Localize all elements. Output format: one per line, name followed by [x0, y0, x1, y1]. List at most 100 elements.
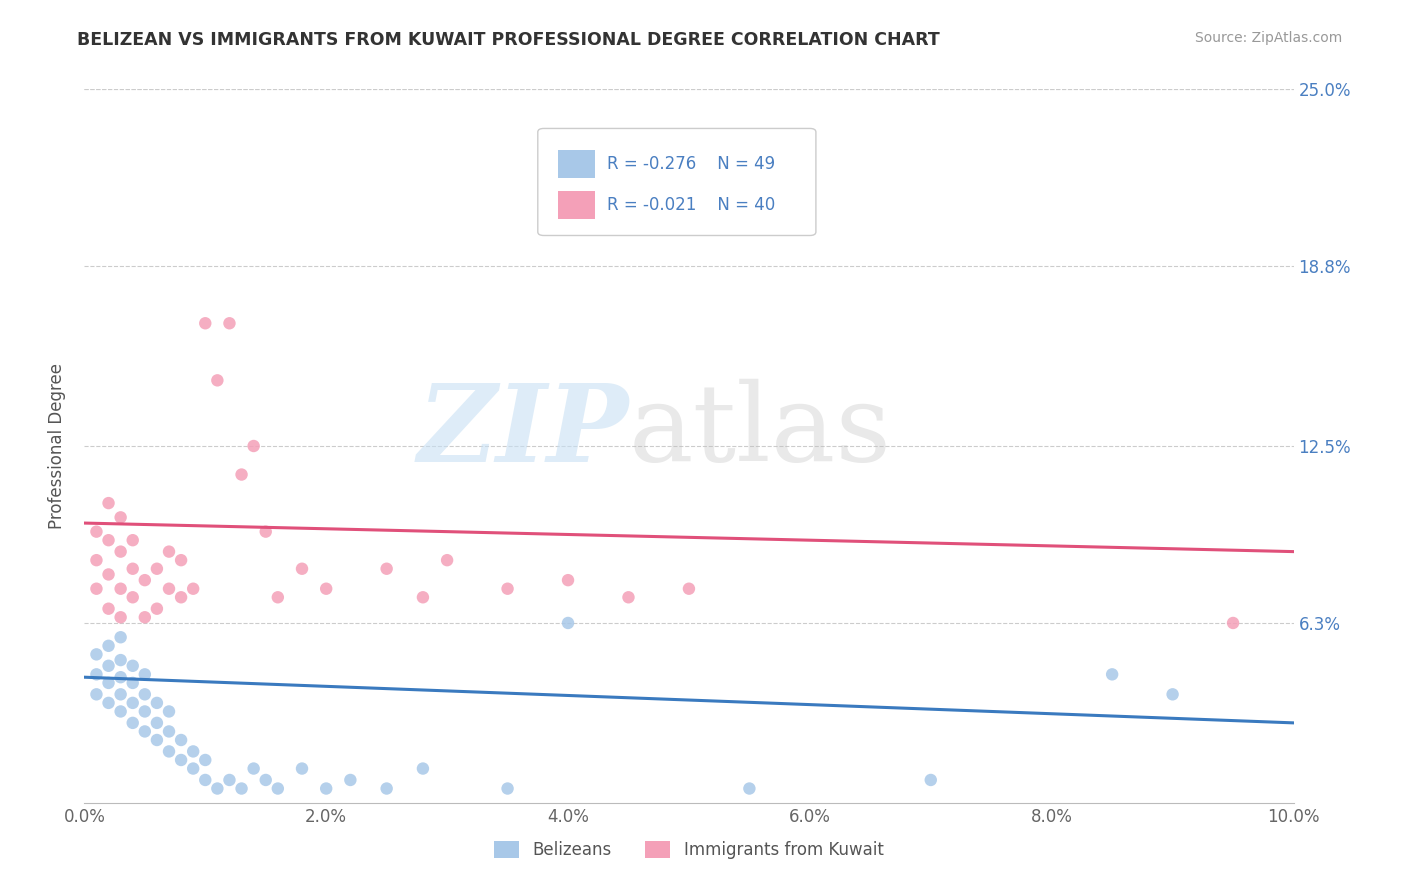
- Point: [86, 582, 108, 596]
- Point: [134, 687, 156, 701]
- Point: [110, 610, 132, 624]
- Y-axis label: Professional Degree: Professional Degree: [48, 363, 66, 529]
- Point: [146, 696, 169, 710]
- Point: [97, 639, 120, 653]
- Point: [375, 781, 398, 796]
- Point: [1161, 687, 1184, 701]
- Point: [110, 653, 132, 667]
- Point: [121, 676, 143, 690]
- Point: [339, 772, 361, 787]
- Point: [678, 582, 700, 596]
- Point: [170, 553, 193, 567]
- Point: [181, 582, 204, 596]
- Point: [86, 648, 108, 662]
- Point: [110, 582, 132, 596]
- Point: [170, 591, 193, 605]
- Text: R = -0.276    N = 49: R = -0.276 N = 49: [607, 155, 775, 173]
- Point: [194, 316, 217, 330]
- Point: [242, 439, 264, 453]
- Point: [86, 687, 108, 701]
- Point: [121, 562, 143, 576]
- Point: [1101, 667, 1123, 681]
- Point: [207, 373, 229, 387]
- Point: [86, 524, 108, 539]
- Point: [146, 733, 169, 747]
- Point: [242, 762, 264, 776]
- FancyBboxPatch shape: [538, 128, 815, 235]
- Point: [157, 744, 180, 758]
- Point: [97, 658, 120, 673]
- Point: [207, 781, 229, 796]
- Point: [267, 781, 290, 796]
- Point: [194, 772, 217, 787]
- Point: [146, 601, 169, 615]
- Point: [557, 573, 579, 587]
- Point: [496, 781, 519, 796]
- Point: [291, 762, 314, 776]
- Point: [375, 562, 398, 576]
- Point: [97, 696, 120, 710]
- Point: [121, 696, 143, 710]
- Point: [110, 544, 132, 558]
- Point: [557, 615, 579, 630]
- Point: [157, 582, 180, 596]
- Point: [110, 670, 132, 684]
- Point: [97, 567, 120, 582]
- Point: [181, 744, 204, 758]
- Text: Source: ZipAtlas.com: Source: ZipAtlas.com: [1195, 31, 1343, 45]
- Point: [121, 591, 143, 605]
- Point: [134, 610, 156, 624]
- Point: [412, 762, 434, 776]
- Text: BELIZEAN VS IMMIGRANTS FROM KUWAIT PROFESSIONAL DEGREE CORRELATION CHART: BELIZEAN VS IMMIGRANTS FROM KUWAIT PROFE…: [77, 31, 941, 49]
- Point: [291, 562, 314, 576]
- Point: [121, 658, 143, 673]
- Legend: Belizeans, Immigrants from Kuwait: Belizeans, Immigrants from Kuwait: [488, 834, 890, 866]
- Point: [86, 553, 108, 567]
- Point: [617, 591, 640, 605]
- Point: [121, 533, 143, 548]
- Point: [254, 772, 277, 787]
- Point: [194, 753, 217, 767]
- Point: [146, 562, 169, 576]
- Point: [110, 687, 132, 701]
- Point: [231, 781, 253, 796]
- Point: [315, 781, 337, 796]
- Point: [110, 630, 132, 644]
- Point: [496, 582, 519, 596]
- Point: [134, 705, 156, 719]
- Text: atlas: atlas: [628, 379, 891, 484]
- Point: [254, 524, 277, 539]
- Point: [121, 715, 143, 730]
- Point: [134, 667, 156, 681]
- Point: [218, 316, 240, 330]
- Point: [97, 601, 120, 615]
- Point: [157, 544, 180, 558]
- Point: [315, 582, 337, 596]
- FancyBboxPatch shape: [558, 191, 595, 219]
- Point: [97, 676, 120, 690]
- Point: [436, 553, 458, 567]
- FancyBboxPatch shape: [558, 150, 595, 178]
- Point: [97, 496, 120, 510]
- Point: [1222, 615, 1244, 630]
- Text: R = -0.021    N = 40: R = -0.021 N = 40: [607, 196, 775, 214]
- Point: [134, 724, 156, 739]
- Point: [97, 533, 120, 548]
- Text: ZIP: ZIP: [418, 379, 628, 484]
- Point: [412, 591, 434, 605]
- Point: [267, 591, 290, 605]
- Point: [170, 733, 193, 747]
- Point: [181, 762, 204, 776]
- Point: [170, 753, 193, 767]
- Point: [110, 510, 132, 524]
- Point: [110, 705, 132, 719]
- Point: [738, 781, 761, 796]
- Point: [157, 724, 180, 739]
- Point: [134, 573, 156, 587]
- Point: [86, 667, 108, 681]
- Point: [920, 772, 942, 787]
- Point: [146, 715, 169, 730]
- Point: [231, 467, 253, 482]
- Point: [157, 705, 180, 719]
- Point: [218, 772, 240, 787]
